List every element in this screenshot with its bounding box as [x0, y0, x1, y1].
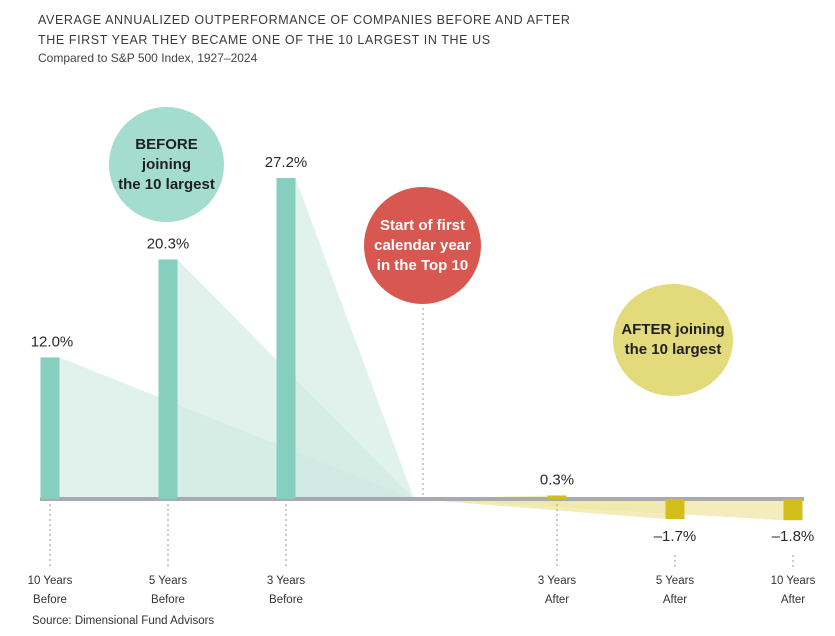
value-label-6: –1.8% — [772, 528, 815, 545]
after-bubble-line-2: the 10 largest — [624, 341, 722, 358]
category-label-line1-4: 3 Years — [538, 575, 577, 587]
start-bubble-line-1: Start of first — [379, 216, 465, 234]
category-label-line2-3: Before — [269, 594, 303, 606]
category-label-line1-3: 3 Years — [267, 575, 306, 587]
chart-title: AVERAGE ANNUALIZED OUTPERFORMANCE OF COM… — [38, 10, 571, 50]
value-label-4: 0.3% — [540, 471, 574, 488]
category-label-line1-5: 5 Years — [656, 575, 695, 587]
shade-wedge-3 — [295, 178, 414, 500]
category-label-line2-1: Before — [33, 594, 67, 606]
before-bubble-line-2: the 10 largest — [118, 175, 215, 193]
bar-2 — [158, 259, 178, 499]
category-label-line1-6: 10 Years — [771, 575, 816, 587]
value-label-2: 20.3% — [147, 235, 190, 252]
before-joining-bubble: BEFORE joining the 10 largest — [109, 107, 224, 222]
category-label-line2-4: After — [545, 594, 569, 606]
bar-4 — [547, 495, 567, 499]
start-bubble-line-3: in the Top 10 — [376, 256, 469, 274]
shade-wedge-6 — [414, 499, 784, 521]
chart-subtitle: Compared to S&P 500 Index, 1927–2024 — [38, 51, 258, 65]
after-bubble-line-1: AFTER joining — [621, 321, 725, 338]
chart-title-line-1: AVERAGE ANNUALIZED OUTPERFORMANCE OF COM… — [38, 13, 571, 27]
bar-3 — [276, 178, 296, 500]
category-label-line1-1: 10 Years — [28, 575, 73, 587]
bar-1 — [40, 357, 60, 499]
chart-title-line-2: THE FIRST YEAR THEY BECAME ONE OF THE 10… — [38, 33, 491, 47]
bar-6 — [783, 499, 803, 521]
bar-5 — [665, 499, 685, 520]
category-label-line2-6: After — [781, 594, 805, 606]
value-label-1: 12.0% — [31, 333, 74, 350]
category-label-line1-2: 5 Years — [149, 575, 188, 587]
zero-baseline — [40, 497, 804, 501]
shade-wedge-2 — [177, 259, 414, 499]
start-bubble-line-2: calendar year — [374, 236, 471, 254]
value-label-5: –1.7% — [654, 528, 697, 545]
source-note: Source: Dimensional Fund Advisors — [32, 615, 215, 627]
start-top10-bubble: Start of first calendar year in the Top … — [364, 187, 481, 304]
value-label-3: 27.2% — [265, 154, 308, 171]
category-label-line2-2: Before — [151, 594, 185, 606]
before-bubble-line-1: BEFORE joining — [135, 135, 198, 173]
after-joining-bubble: AFTER joining the 10 largest — [613, 284, 733, 396]
category-label-line2-5: After — [663, 594, 687, 606]
